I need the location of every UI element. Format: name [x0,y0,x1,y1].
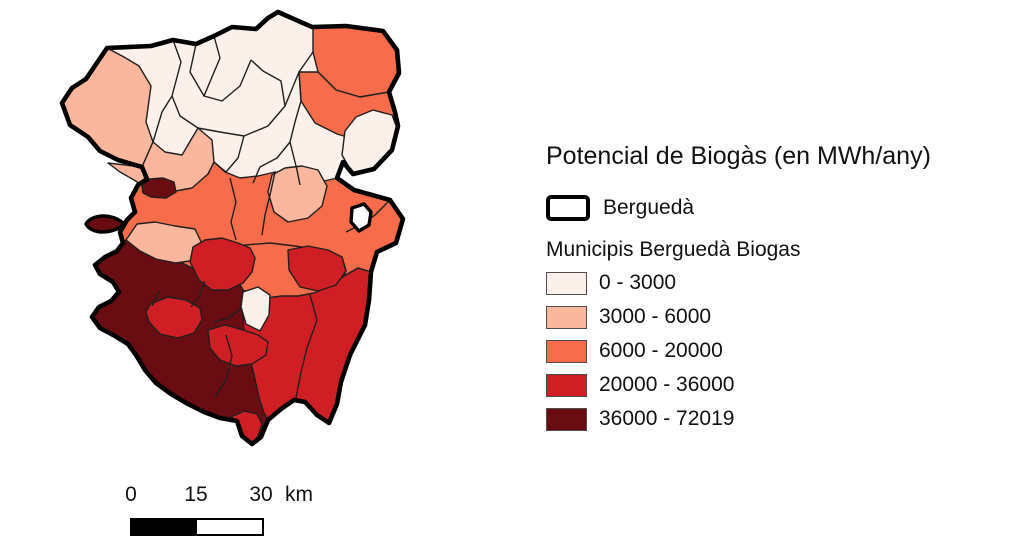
legend-boundary-item: Berguedà [546,195,931,221]
municipality-polygon [287,245,347,292]
municipality-polygon [145,296,203,339]
scale-unit: km [285,483,313,506]
legend-class-item: 20000 - 36000 [546,373,931,397]
class-label: 0 - 3000 [599,271,677,294]
class-label: 20000 - 36000 [599,373,735,396]
boundary-swatch [546,195,590,221]
municipality-polygon [61,47,154,168]
class-swatch [546,407,587,431]
municipality-polygon [207,324,269,367]
municipality-polygon [189,237,256,291]
legend-title: Potencial de Biogàs (en MWh/any) [546,142,931,170]
legend-layer-title: Municipis Berguedà Biogas [546,238,801,261]
map-legend: Potencial de Biogàs (en MWh/any) Bergued… [546,141,931,431]
scale-tick: 15 [184,483,208,506]
legend-class-item: 36000 - 72019 [546,407,931,431]
legend-class-item: 3000 - 6000 [546,305,931,329]
legend-class-item: 6000 - 20000 [546,339,931,363]
class-swatch [546,305,587,329]
class-swatch [546,373,587,397]
class-label: 6000 - 20000 [599,339,723,362]
municipality-inner-borders [151,35,391,399]
class-label: 36000 - 72019 [599,407,735,430]
comarca-boundary-outline [59,9,406,447]
legend-class-item: 0 - 3000 [546,271,931,295]
scale-bar-filled-half [132,520,197,534]
municipality-polygon [240,286,271,332]
scale-tick: 30 [249,483,273,506]
scale-tick: 0 [125,483,137,506]
municipality-polygon [141,177,177,199]
class-label: 3000 - 6000 [599,305,712,328]
scale-bar-rect [130,518,264,536]
boundary-label: Berguedà [603,196,695,219]
exclave-polygon [84,214,126,234]
boundary-hole [349,202,373,233]
scale-bar: 0 15 30 km [118,483,338,543]
class-swatch [546,339,587,363]
municipality-polygon [267,165,328,223]
legend-class-list: 0 - 3000 3000 - 6000 6000 - 20000 20000 … [546,271,931,431]
class-swatch [546,271,587,295]
